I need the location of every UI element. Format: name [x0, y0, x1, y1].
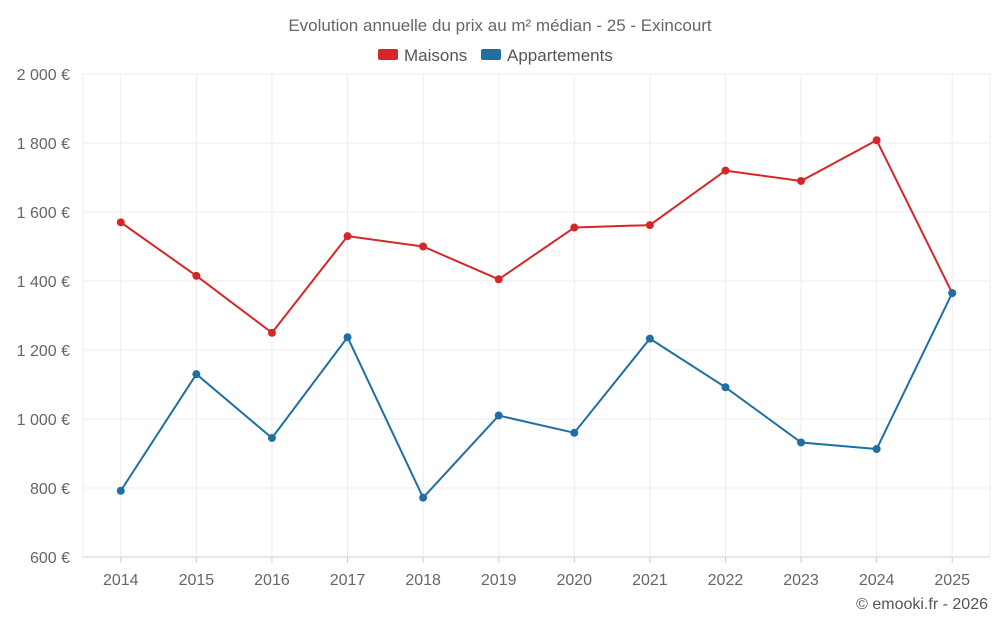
data-point-maisons[interactable]	[872, 136, 881, 145]
data-point-appartements[interactable]	[267, 433, 276, 442]
y-tick-label: 1 200 €	[17, 343, 70, 360]
data-point-appartements[interactable]	[721, 383, 730, 392]
x-tick-label: 2016	[254, 572, 290, 589]
series-appartements	[116, 289, 957, 502]
data-point-maisons[interactable]	[116, 218, 125, 227]
data-point-appartements[interactable]	[797, 438, 806, 447]
y-tick-label: 1 400 €	[17, 274, 70, 291]
y-tick-label: 800 €	[30, 481, 70, 498]
data-point-maisons[interactable]	[419, 242, 428, 251]
legend-label-appartements[interactable]: Appartements	[507, 46, 613, 65]
y-tick-label: 1 000 €	[17, 412, 70, 429]
data-point-appartements[interactable]	[570, 428, 579, 437]
data-point-maisons[interactable]	[721, 166, 730, 175]
y-tick-label: 1 800 €	[17, 136, 70, 153]
data-point-appartements[interactable]	[872, 445, 881, 454]
grid	[82, 73, 991, 558]
x-tick-label: 2022	[708, 572, 744, 589]
series-maisons	[116, 136, 957, 337]
data-point-maisons[interactable]	[343, 232, 352, 241]
data-point-appartements[interactable]	[343, 333, 352, 342]
chart-title: Evolution annuelle du prix au m² médian …	[288, 16, 712, 35]
legend-label-maisons[interactable]: Maisons	[404, 46, 467, 65]
data-point-maisons[interactable]	[797, 176, 806, 185]
data-point-maisons[interactable]	[494, 275, 503, 284]
data-point-appartements[interactable]	[116, 486, 125, 495]
y-tick-label: 1 600 €	[17, 205, 70, 222]
data-point-maisons[interactable]	[645, 221, 654, 230]
series-layer	[116, 136, 957, 502]
legend-swatch-appartements	[481, 49, 501, 60]
x-tick-label: 2021	[632, 572, 668, 589]
legend: Maisons Appartements	[378, 46, 613, 65]
x-tick-label: 2018	[405, 572, 441, 589]
x-tick-label: 2024	[859, 572, 895, 589]
y-tick-label: 600 €	[30, 550, 70, 567]
data-point-maisons[interactable]	[570, 223, 579, 232]
credit-text: © emooki.fr - 2026	[856, 596, 988, 613]
data-point-appartements[interactable]	[645, 334, 654, 343]
series-line-maisons	[120, 139, 954, 334]
data-point-maisons[interactable]	[192, 271, 201, 280]
x-tick-label: 2015	[179, 572, 215, 589]
x-tick-label: 2014	[103, 572, 139, 589]
x-tick-label: 2025	[934, 572, 970, 589]
series-line-appartements	[119, 292, 954, 499]
data-point-appartements[interactable]	[419, 493, 428, 502]
legend-swatch-maisons	[378, 49, 398, 60]
x-tick-label: 2023	[783, 572, 819, 589]
y-tick-label: 2 000 €	[17, 67, 70, 84]
data-point-appartements[interactable]	[948, 289, 957, 298]
x-tick-label: 2020	[556, 572, 592, 589]
axes: 600 € 800 € 1 000 € 1 200 € 1 400 € 1 600 € 1 …	[17, 67, 970, 589]
x-tick-label: 2019	[481, 572, 517, 589]
x-tick-label: 2017	[330, 572, 366, 589]
data-point-appartements[interactable]	[494, 411, 503, 420]
data-point-appartements[interactable]	[192, 370, 201, 379]
data-point-maisons[interactable]	[267, 328, 276, 337]
